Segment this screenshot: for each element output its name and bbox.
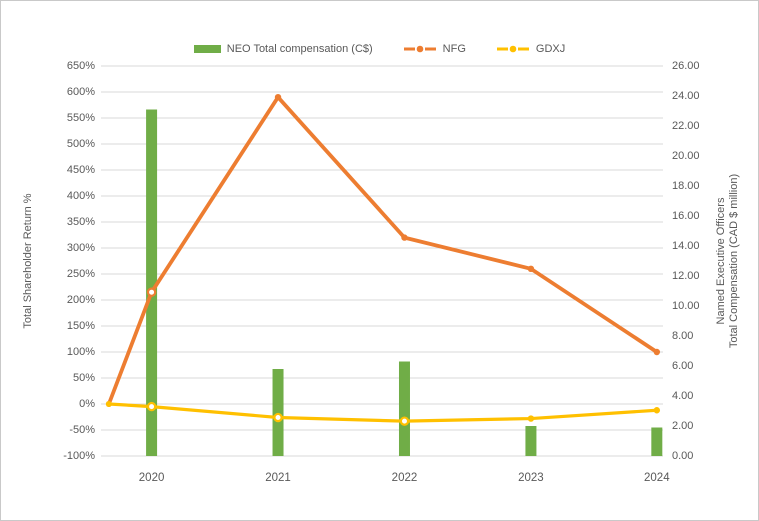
x-axis-tick: 2023 — [518, 472, 544, 484]
gdxj-marker-2020 — [146, 401, 157, 412]
legend-label-neo: NEO Total compensation (C$) — [226, 43, 373, 55]
legend-label-gdxj: GDXJ — [535, 43, 566, 55]
left-axis-tick: 450% — [66, 164, 95, 176]
left-axis-tick: 300% — [66, 242, 95, 254]
left-axis-tick: 50% — [72, 372, 95, 384]
legend-item-nfg: NFG — [403, 43, 466, 55]
left-axis-tick: 400% — [66, 190, 95, 202]
legend-label-nfg: NFG — [442, 43, 466, 55]
bar-2024 — [651, 427, 663, 456]
nfg-marker-2020 — [146, 287, 157, 297]
legend-item-neo-total-compensation: NEO Total compensation (C$) — [193, 43, 373, 55]
nfg-marker-2024 — [653, 348, 661, 356]
bar-series-neo-total-compensation — [146, 109, 663, 456]
nfg-marker-2023 — [527, 265, 535, 272]
gdxj-start-marker — [105, 401, 112, 407]
nfg-line-swatch-icon — [403, 45, 436, 53]
line-series-gdxj — [105, 401, 661, 426]
right-axis-tick: 4.00 — [672, 390, 694, 402]
gdxj-line-swatch-icon — [496, 45, 529, 53]
left-axis-tick: 100% — [66, 346, 95, 358]
gdxj-marker-2023 — [527, 415, 535, 422]
legend-item-gdxj: GDXJ — [496, 43, 565, 55]
right-axis-tick: 26.00 — [672, 60, 700, 72]
left-axis-tick: 650% — [66, 60, 95, 72]
left-axis-tick: 550% — [66, 112, 95, 124]
right-axis-tick: 6.00 — [672, 360, 694, 372]
gridlines — [101, 65, 663, 457]
right-axis-tick: 12.00 — [672, 270, 700, 282]
left-axis-tick: -50% — [69, 424, 95, 436]
nfg-marker-2021 — [274, 94, 282, 101]
x-axis-tick: 2022 — [391, 472, 418, 484]
bar-swatch-icon — [193, 45, 221, 53]
left-axis-tick: 250% — [66, 268, 95, 280]
nfg-marker-2022 — [401, 234, 408, 241]
left-axis-tick: 350% — [66, 216, 95, 228]
left-axis-tick: 600% — [66, 86, 95, 98]
right-axis-tick: 20.00 — [672, 150, 700, 162]
right-axis-tick: 16.00 — [672, 210, 700, 222]
left-axis-tick: 500% — [66, 138, 95, 150]
gdxj-marker-2024 — [653, 407, 661, 414]
line-series-nfg — [105, 94, 661, 407]
left-axis-tick: 0% — [79, 398, 95, 410]
right-axis-tick: 2.00 — [672, 420, 694, 432]
right-axis-tick: 14.00 — [672, 240, 700, 252]
right-axis-tick: 22.00 — [672, 120, 700, 132]
bar-2022 — [398, 361, 410, 456]
x-axis-tick: 2021 — [265, 472, 291, 484]
left-axis-tick: 150% — [66, 320, 95, 332]
chart-legend: NEO Total compensation (C$) NFG GDXJ — [1, 43, 758, 55]
x-axis-tick: 2024 — [644, 472, 670, 484]
right-axis-tick: 10.00 — [672, 300, 700, 312]
left-axis-tick: -100% — [63, 450, 95, 462]
x-axis-tick: 2020 — [138, 472, 165, 484]
bar-2020 — [146, 109, 158, 456]
right-axis-tick: 8.00 — [672, 330, 694, 342]
right-axis-tick: 0.00 — [672, 450, 694, 462]
bar-2023 — [525, 426, 537, 456]
right-axis-tick: 18.00 — [672, 180, 700, 192]
left-axis-tick: 200% — [66, 294, 95, 306]
right-axis-tick: 24.00 — [672, 90, 700, 102]
bar-2021 — [272, 369, 284, 456]
gdxj-marker-2021 — [273, 412, 283, 423]
gdxj-marker-2022 — [399, 416, 410, 426]
